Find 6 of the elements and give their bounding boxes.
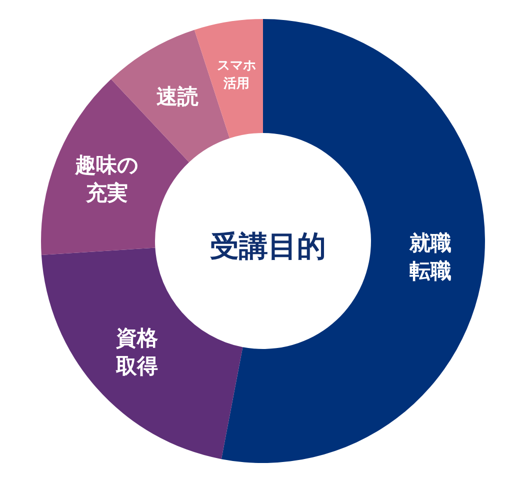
slice-label: 就職転職: [408, 230, 452, 283]
text: 受講目的: [210, 229, 326, 263]
slice-label: 速読: [156, 84, 198, 108]
slice-label: 資格取得: [114, 326, 159, 378]
slice-label: 趣味の充実: [74, 153, 139, 206]
slice-label: スマホ活用: [217, 58, 256, 92]
